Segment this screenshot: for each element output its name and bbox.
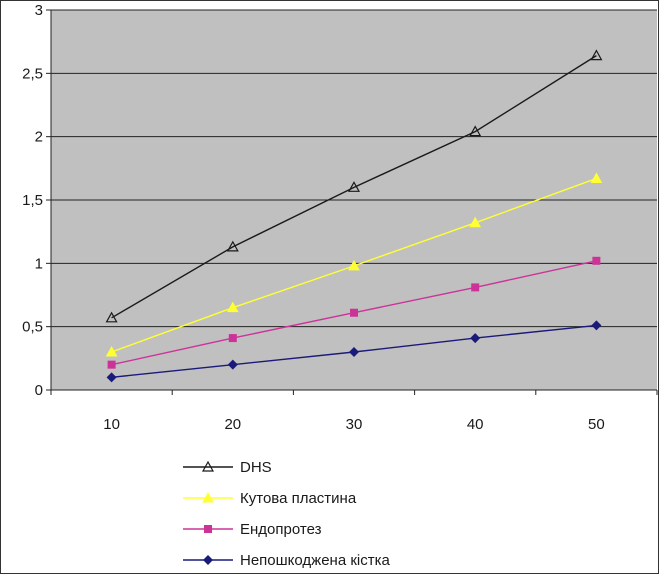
x-tick-label: 40	[467, 416, 484, 433]
data-point-marker	[106, 372, 117, 383]
legend-label: Непошкоджена кістка	[240, 552, 390, 569]
axes: 0 0,5 1 1,5 2 2,5 3 10 20 30 40 50	[22, 2, 658, 433]
series-dhs	[105, 49, 603, 323]
legend-entry: Непошкоджена кістка	[183, 552, 390, 569]
y-tick-label: 3	[35, 2, 43, 19]
data-point-marker	[471, 283, 480, 292]
x-tick-label: 10	[103, 416, 120, 433]
series-кутова-пластина	[105, 172, 603, 357]
y-tick-label: 1	[35, 255, 43, 272]
y-tick-label: 1,5	[22, 192, 43, 209]
legend-label: Кутова пластина	[240, 490, 357, 507]
data-point-marker	[228, 334, 237, 343]
legend-entry: DHS	[183, 459, 272, 476]
data-point-marker	[590, 49, 603, 61]
data-point-marker	[226, 301, 239, 313]
data-point-marker	[105, 311, 118, 323]
data-point-marker	[202, 491, 214, 503]
series-непошкоджена-кістка	[106, 320, 602, 383]
data-point-marker	[226, 240, 239, 252]
data-point-marker	[105, 345, 118, 357]
data-point-marker	[107, 360, 116, 369]
data-point-marker	[204, 525, 212, 533]
legend: DHS Кутова пластина Ендопротез Непошкоджена…	[183, 459, 390, 569]
legend-label: DHS	[240, 459, 272, 476]
data-point-marker	[227, 359, 238, 370]
x-tick-label: 20	[224, 416, 241, 433]
data-point-marker	[201, 460, 215, 472]
data-point-marker	[592, 256, 601, 265]
x-tick-label: 50	[588, 416, 605, 433]
series-line	[111, 55, 597, 319]
legend-entry: Кутова пластина	[183, 490, 357, 507]
data-point-marker	[469, 216, 482, 228]
series-lines	[105, 49, 603, 383]
y-tick-label: 2	[35, 129, 43, 146]
legend-entry: Ендопротез	[183, 521, 322, 538]
data-point-marker	[203, 555, 213, 565]
y-tick-label: 2,5	[22, 65, 43, 82]
data-point-marker	[591, 320, 602, 331]
data-point-marker	[590, 172, 603, 183]
legend-label: Ендопротез	[240, 521, 322, 538]
series-ендопротез	[107, 256, 601, 369]
y-tick-label: 0,5	[22, 319, 43, 336]
data-point-marker	[348, 259, 360, 271]
data-point-marker	[349, 347, 359, 357]
data-point-marker	[469, 125, 482, 137]
x-tick-label: 30	[346, 416, 363, 433]
data-point-marker	[470, 333, 481, 344]
y-tick-label: 0	[35, 382, 43, 399]
data-point-marker	[347, 181, 361, 192]
data-point-marker	[350, 308, 358, 317]
